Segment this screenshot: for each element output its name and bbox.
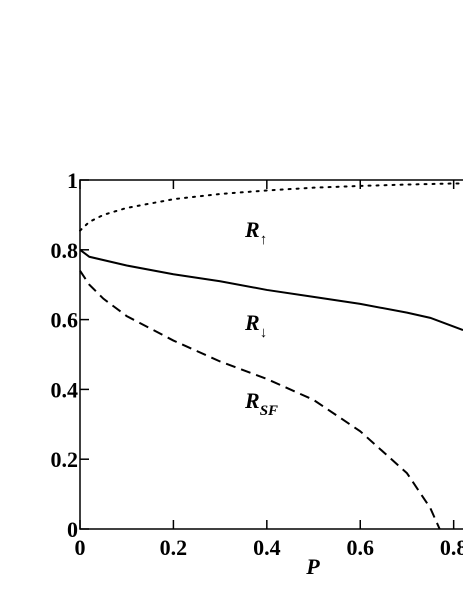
annotation-text: R — [244, 310, 260, 335]
x-tick-label: 0.8 — [440, 535, 463, 560]
x-tick-label: 0.6 — [346, 535, 374, 560]
y-tick-label: 0.4 — [51, 377, 79, 402]
y-tick-label: 0.8 — [51, 238, 79, 263]
y-tick-label: 1 — [67, 168, 78, 193]
x-tick-label: 0 — [75, 535, 86, 560]
data-line — [79, 182, 463, 232]
annotation-text: R — [244, 217, 260, 242]
x-axis-label: P — [305, 554, 320, 579]
x-tick-label: 0.4 — [253, 535, 281, 560]
annotation-subscript: ↓ — [260, 325, 268, 341]
annotation: R↓ — [244, 310, 267, 341]
y-tick-label: 0 — [67, 517, 78, 542]
annotation-text: R — [244, 388, 260, 413]
y-tick-label: 0.2 — [51, 447, 79, 472]
annotation-subscript: SF — [260, 403, 278, 419]
x-tick-label: 0.2 — [160, 535, 188, 560]
annotation-subscript: ↑ — [260, 232, 268, 248]
plot-frame — [79, 179, 463, 530]
annotation: RSF — [244, 388, 278, 419]
annotation: R↑ — [244, 217, 267, 248]
y-tick-label: 0.6 — [51, 308, 79, 333]
data-line — [79, 270, 441, 530]
data-line — [79, 248, 463, 332]
